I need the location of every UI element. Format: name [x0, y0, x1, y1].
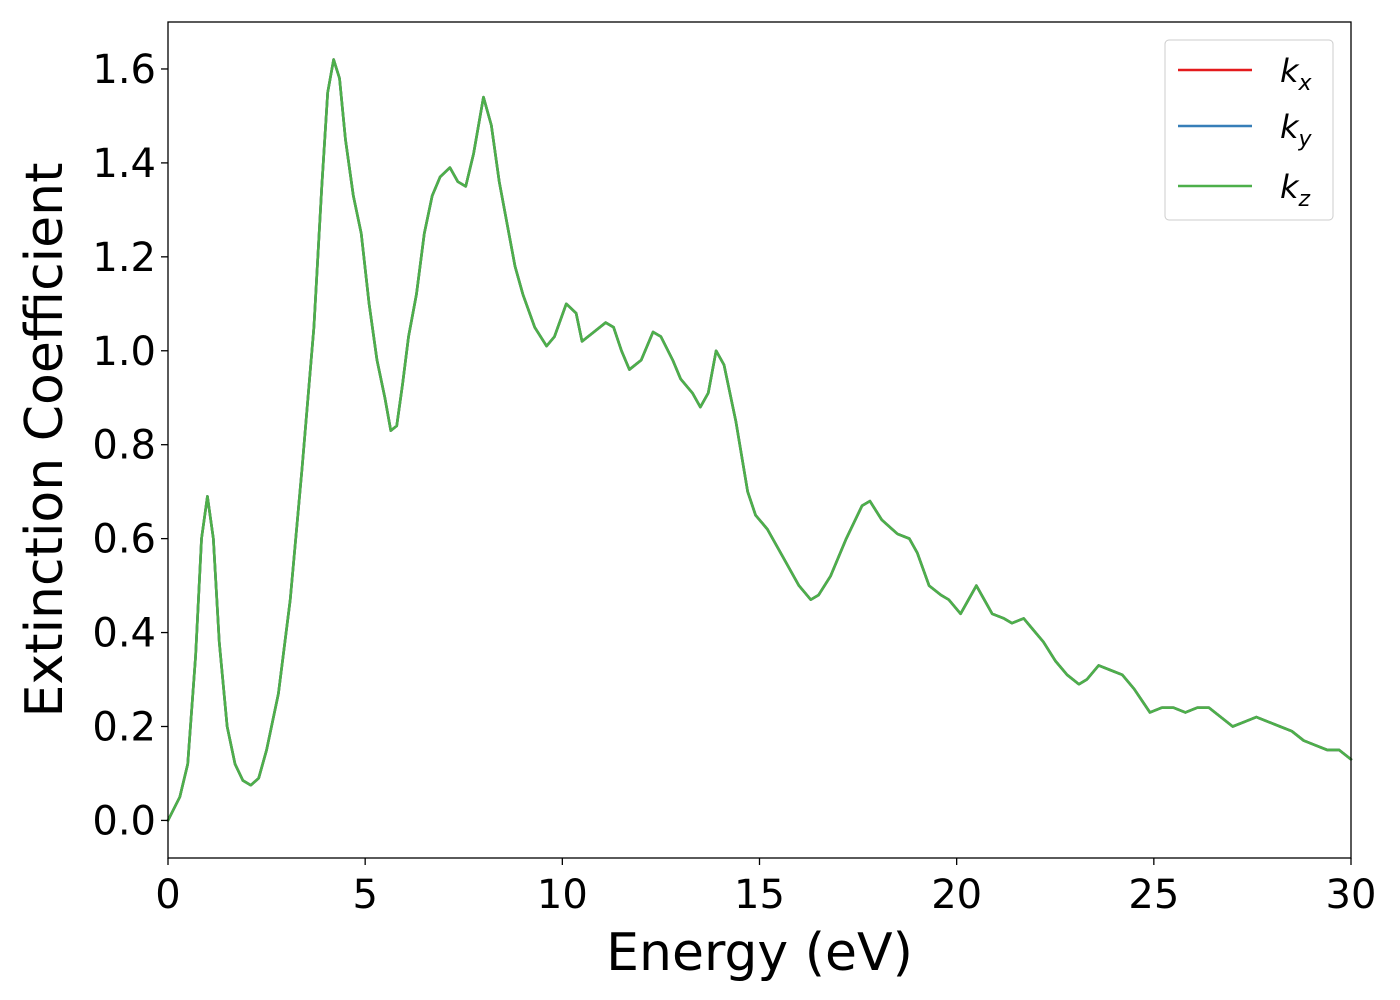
x-axis: 0 5 10 15 20 25 30: [155, 858, 1376, 918]
series-line-kz: [166, 58, 1353, 822]
y-tick-label: 0.0: [92, 798, 156, 844]
legend-label-kx: kx: [1280, 52, 1313, 96]
y-tick-label: 1.0: [92, 329, 156, 375]
y-tick-label: 0.6: [92, 517, 156, 563]
legend-label-ky-sub: y: [1298, 127, 1313, 152]
y-tick-label: 1.6: [92, 47, 156, 93]
legend-label-ky: ky: [1280, 108, 1313, 152]
y-axis: 0.0 0.2 0.4 0.6 0.8 1.0 1.2 1.4 1.6: [92, 47, 168, 844]
legend-label-ky-base: k: [1280, 108, 1300, 146]
y-tick-label: 1.2: [92, 235, 156, 281]
x-tick-label: 0: [155, 872, 180, 918]
y-tick-label: 0.8: [92, 423, 156, 469]
x-tick-label: 5: [352, 872, 377, 918]
y-tick-label: 0.2: [92, 704, 156, 750]
x-tick-label: 30: [1326, 872, 1377, 918]
legend-box: [1164, 39, 1334, 221]
legend-label-kz-sub: z: [1298, 187, 1311, 212]
legend-label-kz-base: k: [1280, 168, 1300, 206]
y-axis-title: Extinction Coefficient: [15, 163, 75, 718]
x-tick-label: 25: [1128, 872, 1179, 918]
legend: kx ky kz: [1164, 39, 1334, 221]
legend-label-kx-sub: x: [1298, 71, 1313, 96]
y-tick-label: 0.4: [92, 611, 156, 657]
x-tick-label: 15: [734, 872, 785, 918]
legend-label-kz: kz: [1280, 168, 1311, 212]
series-layer: [166, 58, 1353, 822]
legend-label-kx-base: k: [1280, 52, 1300, 90]
x-axis-title: Energy (eV): [606, 923, 913, 983]
y-tick-label: 1.4: [92, 141, 156, 187]
x-tick-label: 10: [537, 872, 588, 918]
x-tick-label: 20: [931, 872, 982, 918]
